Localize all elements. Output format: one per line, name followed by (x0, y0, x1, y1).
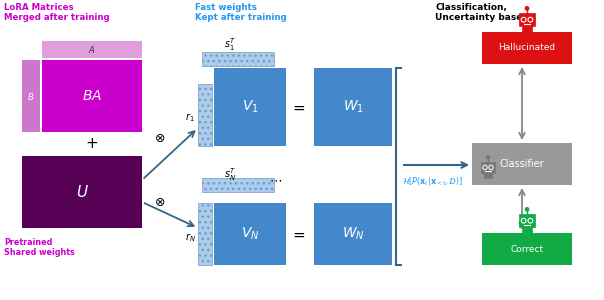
Circle shape (528, 17, 533, 22)
Text: Correct: Correct (510, 244, 544, 253)
Text: Classification,
Uncertainty based: Classification, Uncertainty based (435, 3, 528, 22)
Text: $W_1$: $W_1$ (342, 99, 364, 115)
Circle shape (525, 208, 528, 211)
Bar (42, 41, 142, 58)
Text: $r_1$: $r_1$ (185, 112, 195, 124)
Text: $A$: $A$ (88, 44, 96, 55)
Text: $\otimes$: $\otimes$ (155, 196, 165, 208)
Text: $V_1$: $V_1$ (242, 99, 259, 115)
Text: $V_N$: $V_N$ (241, 226, 259, 242)
Bar (214, 68, 286, 146)
Text: +: + (86, 136, 98, 152)
Text: $BA$: $BA$ (82, 89, 102, 103)
Bar (22, 60, 40, 132)
Circle shape (484, 167, 486, 168)
Bar (314, 203, 392, 265)
Text: $W_N$: $W_N$ (342, 226, 364, 242)
Bar (472, 143, 572, 185)
Bar (314, 68, 392, 146)
Text: Classifier: Classifier (500, 159, 544, 169)
Text: $=$: $=$ (290, 100, 306, 115)
Bar (198, 203, 212, 265)
Circle shape (522, 19, 525, 21)
Text: $=$: $=$ (290, 226, 306, 242)
Bar (202, 52, 274, 66)
Text: Pretrained
Shared weights: Pretrained Shared weights (4, 238, 75, 257)
Circle shape (529, 220, 532, 222)
Text: Fast weights
Kept after training: Fast weights Kept after training (195, 3, 287, 22)
Text: $\mathcal{H}[P(\mathbf{x}_t|\mathbf{x}_{<t},\mathcal{D})]$: $\mathcal{H}[P(\mathbf{x}_t|\mathbf{x}_{… (402, 176, 463, 188)
Circle shape (490, 167, 492, 168)
Bar (198, 84, 212, 146)
Circle shape (486, 156, 489, 159)
Bar (42, 60, 142, 132)
Bar (482, 233, 572, 265)
Bar (522, 26, 532, 32)
Circle shape (528, 218, 533, 223)
Bar (519, 214, 535, 227)
Text: $r_N$: $r_N$ (185, 232, 196, 244)
Text: $\cdots$: $\cdots$ (269, 173, 283, 187)
Text: $\otimes$: $\otimes$ (155, 131, 165, 145)
Circle shape (483, 165, 487, 169)
Bar (522, 227, 532, 232)
Bar (484, 173, 492, 178)
Circle shape (521, 218, 526, 223)
Bar (519, 14, 535, 26)
Bar (481, 162, 495, 173)
Text: $s_N^T$: $s_N^T$ (224, 167, 236, 183)
Bar (202, 178, 274, 192)
Bar (22, 156, 142, 228)
Text: $s_1^T$: $s_1^T$ (224, 37, 236, 53)
Bar (482, 32, 572, 64)
Circle shape (525, 7, 528, 10)
Circle shape (489, 165, 493, 169)
Bar (214, 203, 286, 265)
Text: Hallucinated: Hallucinated (498, 44, 556, 52)
Text: $U$: $U$ (76, 184, 88, 200)
Circle shape (521, 17, 526, 22)
Circle shape (529, 19, 532, 21)
Circle shape (522, 220, 525, 222)
Text: LoRA Matrices
Merged after training: LoRA Matrices Merged after training (4, 3, 109, 22)
Text: $B$: $B$ (27, 91, 34, 101)
